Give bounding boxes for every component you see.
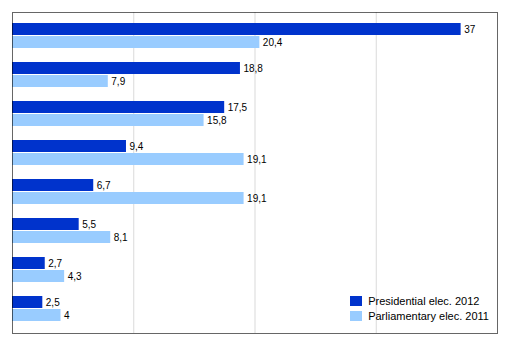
svg-text:2,7: 2,7 (48, 258, 62, 269)
svg-text:8,1: 8,1 (114, 232, 128, 243)
svg-text:20,4: 20,4 (263, 37, 283, 48)
svg-text:5,5: 5,5 (82, 219, 96, 230)
html-text:Parliamentary elec. 2011: Parliamentary elec. 2011 (368, 310, 489, 322)
svg-text:4,3: 4,3 (68, 271, 82, 282)
svg-text:37: 37 (464, 24, 476, 35)
svg-text:9,4: 9,4 (129, 141, 143, 152)
svg-text:15,8: 15,8 (207, 115, 227, 126)
svg-text:4: 4 (64, 310, 70, 321)
svg-text:7,9: 7,9 (111, 76, 125, 87)
svg-text:18,8: 18,8 (243, 63, 263, 74)
html-text:Presidential elec. 2012: Presidential elec. 2012 (368, 295, 480, 307)
svg-text:2,5: 2,5 (46, 297, 60, 308)
svg-text:19,1: 19,1 (247, 154, 267, 165)
svg-text:6,7: 6,7 (97, 180, 111, 191)
svg-text:17,5: 17,5 (228, 102, 248, 113)
svg-text:19,1: 19,1 (247, 193, 267, 204)
